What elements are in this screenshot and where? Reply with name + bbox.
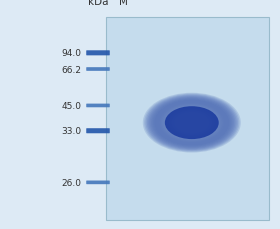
Text: kDa: kDa: [88, 0, 108, 7]
Ellipse shape: [173, 112, 211, 135]
Ellipse shape: [172, 111, 212, 135]
FancyBboxPatch shape: [86, 181, 110, 184]
Text: 33.0: 33.0: [61, 127, 81, 136]
FancyBboxPatch shape: [86, 68, 110, 71]
Text: 45.0: 45.0: [61, 101, 81, 110]
Ellipse shape: [164, 106, 220, 140]
Ellipse shape: [150, 98, 234, 149]
Ellipse shape: [152, 99, 231, 147]
Ellipse shape: [162, 105, 221, 141]
Ellipse shape: [151, 98, 233, 148]
Text: 66.2: 66.2: [61, 65, 81, 74]
Ellipse shape: [157, 102, 227, 144]
Ellipse shape: [167, 108, 216, 138]
FancyBboxPatch shape: [106, 18, 269, 220]
Ellipse shape: [159, 103, 224, 143]
Ellipse shape: [154, 100, 230, 146]
Ellipse shape: [146, 95, 238, 151]
Ellipse shape: [148, 97, 235, 150]
Ellipse shape: [158, 103, 226, 144]
Text: 26.0: 26.0: [61, 178, 81, 187]
FancyBboxPatch shape: [86, 104, 110, 108]
Text: 94.0: 94.0: [61, 49, 81, 58]
Ellipse shape: [170, 110, 213, 136]
Ellipse shape: [143, 93, 241, 153]
Ellipse shape: [166, 107, 218, 139]
Ellipse shape: [165, 107, 219, 139]
Ellipse shape: [144, 94, 239, 152]
Ellipse shape: [155, 101, 228, 145]
Ellipse shape: [169, 109, 215, 137]
Ellipse shape: [174, 112, 209, 134]
FancyBboxPatch shape: [86, 129, 110, 134]
Ellipse shape: [176, 113, 208, 133]
Ellipse shape: [147, 96, 237, 150]
Text: M: M: [119, 0, 128, 7]
Ellipse shape: [161, 104, 223, 142]
FancyBboxPatch shape: [86, 51, 110, 56]
Ellipse shape: [165, 107, 219, 139]
